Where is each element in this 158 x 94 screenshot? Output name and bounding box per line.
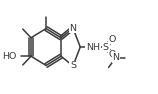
Text: O: O — [109, 35, 116, 44]
Text: N: N — [70, 24, 76, 33]
Text: HO: HO — [2, 52, 16, 61]
Text: N: N — [112, 53, 119, 62]
Text: NH: NH — [86, 42, 100, 52]
Text: S: S — [103, 42, 109, 52]
Text: O: O — [109, 50, 116, 59]
Text: S: S — [70, 61, 76, 70]
